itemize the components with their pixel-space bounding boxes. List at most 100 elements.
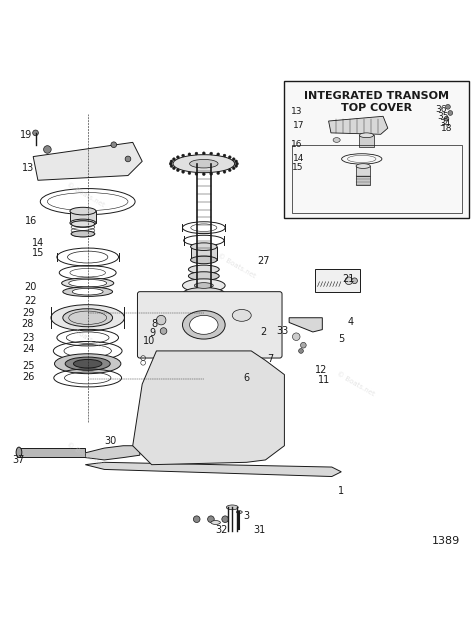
Ellipse shape bbox=[69, 279, 107, 287]
Ellipse shape bbox=[359, 133, 374, 138]
FancyBboxPatch shape bbox=[137, 292, 282, 358]
Text: 33: 33 bbox=[276, 326, 288, 336]
Circle shape bbox=[222, 516, 228, 523]
Circle shape bbox=[202, 152, 205, 155]
Text: 2: 2 bbox=[260, 327, 266, 337]
Ellipse shape bbox=[70, 207, 96, 215]
Text: 4: 4 bbox=[348, 317, 354, 327]
Circle shape bbox=[299, 349, 303, 353]
Text: 24: 24 bbox=[22, 344, 35, 354]
Text: 8: 8 bbox=[151, 319, 157, 329]
Circle shape bbox=[301, 342, 306, 348]
Ellipse shape bbox=[237, 511, 242, 513]
Text: 5: 5 bbox=[338, 334, 345, 344]
Bar bbox=[356, 177, 370, 185]
Text: 23: 23 bbox=[22, 332, 35, 342]
Ellipse shape bbox=[65, 357, 110, 371]
Ellipse shape bbox=[194, 283, 213, 289]
Bar bbox=[292, 145, 462, 213]
Bar bbox=[191, 247, 217, 260]
Text: 20: 20 bbox=[25, 282, 37, 292]
Circle shape bbox=[223, 170, 226, 173]
Text: 37: 37 bbox=[12, 455, 24, 465]
Ellipse shape bbox=[182, 287, 225, 300]
Text: © Boats.net: © Boats.net bbox=[65, 442, 105, 468]
Text: 17: 17 bbox=[293, 121, 304, 130]
Polygon shape bbox=[289, 318, 322, 332]
Circle shape bbox=[182, 154, 184, 157]
Polygon shape bbox=[33, 142, 142, 180]
Text: 25: 25 bbox=[22, 361, 35, 371]
Circle shape bbox=[228, 169, 231, 172]
Text: 28: 28 bbox=[21, 319, 34, 329]
Ellipse shape bbox=[62, 278, 114, 289]
Ellipse shape bbox=[73, 359, 102, 368]
Text: 15: 15 bbox=[32, 249, 44, 259]
Circle shape bbox=[232, 158, 235, 161]
Ellipse shape bbox=[71, 231, 95, 237]
Circle shape bbox=[173, 158, 175, 161]
Circle shape bbox=[345, 277, 353, 285]
Circle shape bbox=[176, 156, 179, 158]
Circle shape bbox=[160, 327, 167, 334]
Text: © Boats.net: © Boats.net bbox=[217, 252, 257, 279]
Circle shape bbox=[111, 142, 117, 148]
Text: INTEGRATED TRANSOM
TOP COVER: INTEGRATED TRANSOM TOP COVER bbox=[304, 91, 449, 113]
Text: 19: 19 bbox=[20, 130, 32, 140]
Ellipse shape bbox=[188, 265, 219, 274]
Circle shape bbox=[202, 173, 205, 175]
Circle shape bbox=[448, 111, 453, 115]
Ellipse shape bbox=[173, 155, 235, 173]
Circle shape bbox=[217, 153, 219, 156]
Circle shape bbox=[210, 172, 213, 175]
Circle shape bbox=[352, 278, 357, 284]
Bar bbox=[356, 166, 370, 175]
Text: © Boats.net: © Boats.net bbox=[65, 324, 105, 350]
Circle shape bbox=[173, 167, 175, 170]
Text: © Boats.net: © Boats.net bbox=[65, 181, 105, 208]
Text: 22: 22 bbox=[25, 296, 37, 306]
Circle shape bbox=[236, 162, 238, 165]
Ellipse shape bbox=[190, 160, 218, 168]
Circle shape bbox=[169, 162, 172, 165]
Circle shape bbox=[235, 160, 237, 163]
Circle shape bbox=[170, 165, 173, 167]
Ellipse shape bbox=[72, 289, 103, 295]
Text: 35: 35 bbox=[438, 112, 449, 121]
Text: 7: 7 bbox=[267, 354, 273, 364]
Circle shape bbox=[292, 333, 300, 341]
Circle shape bbox=[232, 167, 235, 170]
Text: 11: 11 bbox=[318, 376, 330, 386]
Text: 10: 10 bbox=[143, 336, 155, 346]
Circle shape bbox=[444, 116, 449, 121]
Ellipse shape bbox=[191, 256, 217, 264]
Circle shape bbox=[217, 172, 219, 175]
Ellipse shape bbox=[182, 310, 225, 339]
Text: 27: 27 bbox=[257, 256, 269, 266]
Ellipse shape bbox=[182, 279, 225, 292]
Text: © Boats.net: © Boats.net bbox=[336, 371, 375, 398]
Bar bbox=[315, 269, 360, 292]
Ellipse shape bbox=[211, 521, 220, 525]
Text: 26: 26 bbox=[22, 372, 35, 382]
Ellipse shape bbox=[356, 163, 370, 168]
Polygon shape bbox=[133, 351, 284, 464]
Text: 36: 36 bbox=[435, 105, 447, 114]
Text: 18: 18 bbox=[441, 124, 452, 133]
Text: 32: 32 bbox=[216, 525, 228, 535]
Text: 16: 16 bbox=[291, 140, 302, 149]
Ellipse shape bbox=[333, 138, 340, 142]
Bar bbox=[359, 135, 374, 147]
Ellipse shape bbox=[191, 243, 217, 250]
Text: 31: 31 bbox=[254, 525, 266, 535]
Ellipse shape bbox=[63, 287, 112, 296]
Circle shape bbox=[235, 165, 237, 167]
Text: 34: 34 bbox=[439, 119, 450, 128]
Circle shape bbox=[188, 172, 191, 175]
Text: 14: 14 bbox=[32, 238, 44, 248]
Circle shape bbox=[182, 170, 184, 173]
Text: 9: 9 bbox=[150, 328, 155, 338]
Circle shape bbox=[210, 152, 213, 155]
Text: 6: 6 bbox=[244, 373, 249, 383]
Polygon shape bbox=[85, 463, 341, 476]
